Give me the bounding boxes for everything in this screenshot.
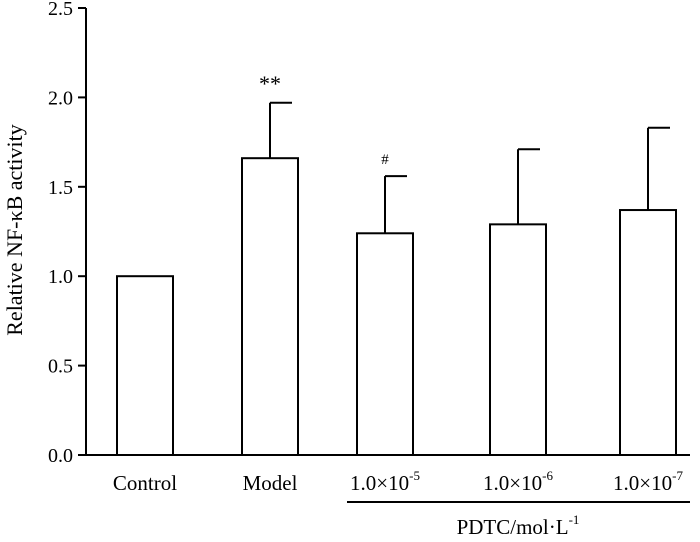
- bar: [116, 275, 174, 457]
- bar: [619, 209, 677, 456]
- y-tick-label: 0.5: [48, 356, 73, 378]
- x-tick-label-base: Model: [243, 471, 298, 495]
- x-tick-label-sup: -6: [542, 468, 553, 483]
- x-tick-label-base: 1.0×10: [483, 471, 542, 495]
- x-tick-label-base: Control: [113, 471, 177, 495]
- x-tick-label-base: 1.0×10: [613, 471, 672, 495]
- bar: [356, 232, 414, 456]
- x-tick-label: 1.0×10-6: [483, 468, 553, 495]
- x-tick-label-base: 1.0×10: [350, 471, 409, 495]
- bars: ** #: [116, 71, 677, 457]
- x-tick-label: Model: [243, 471, 298, 495]
- x-tick-label-sup: -7: [672, 468, 683, 483]
- x-tick-label: 1.0×10-5: [350, 468, 420, 495]
- y-axis-label: Relative NF-κB activity: [2, 124, 27, 336]
- y-tick-label: 2.5: [48, 0, 73, 20]
- group-label-base: PDTC/mol·L: [457, 515, 569, 539]
- y-tick-label: 1.0: [48, 266, 73, 288]
- y-tick-label: 2.0: [48, 87, 73, 109]
- x-tick-label: Control: [113, 471, 177, 495]
- bar: [241, 157, 299, 457]
- x-tick-label: 1.0×10-7: [613, 468, 683, 495]
- group-label-sup: -1: [569, 512, 580, 527]
- significance-marker: **: [259, 71, 281, 96]
- bar: [489, 223, 547, 456]
- x-tick-label-sup: -5: [409, 468, 420, 483]
- y-tick-label: 1.5: [48, 177, 73, 199]
- significance-marker: #: [381, 152, 389, 168]
- y-tick-label: 0.0: [48, 445, 73, 467]
- y-ticks: 0.0 0.5 1.0 1.5 2.0 2.5: [48, 0, 86, 467]
- group-label: PDTC/mol·L-1: [457, 512, 580, 539]
- x-tick-labels: Control Model 1.0×10-5 1.0×10-6 1.0×10-7: [113, 468, 684, 495]
